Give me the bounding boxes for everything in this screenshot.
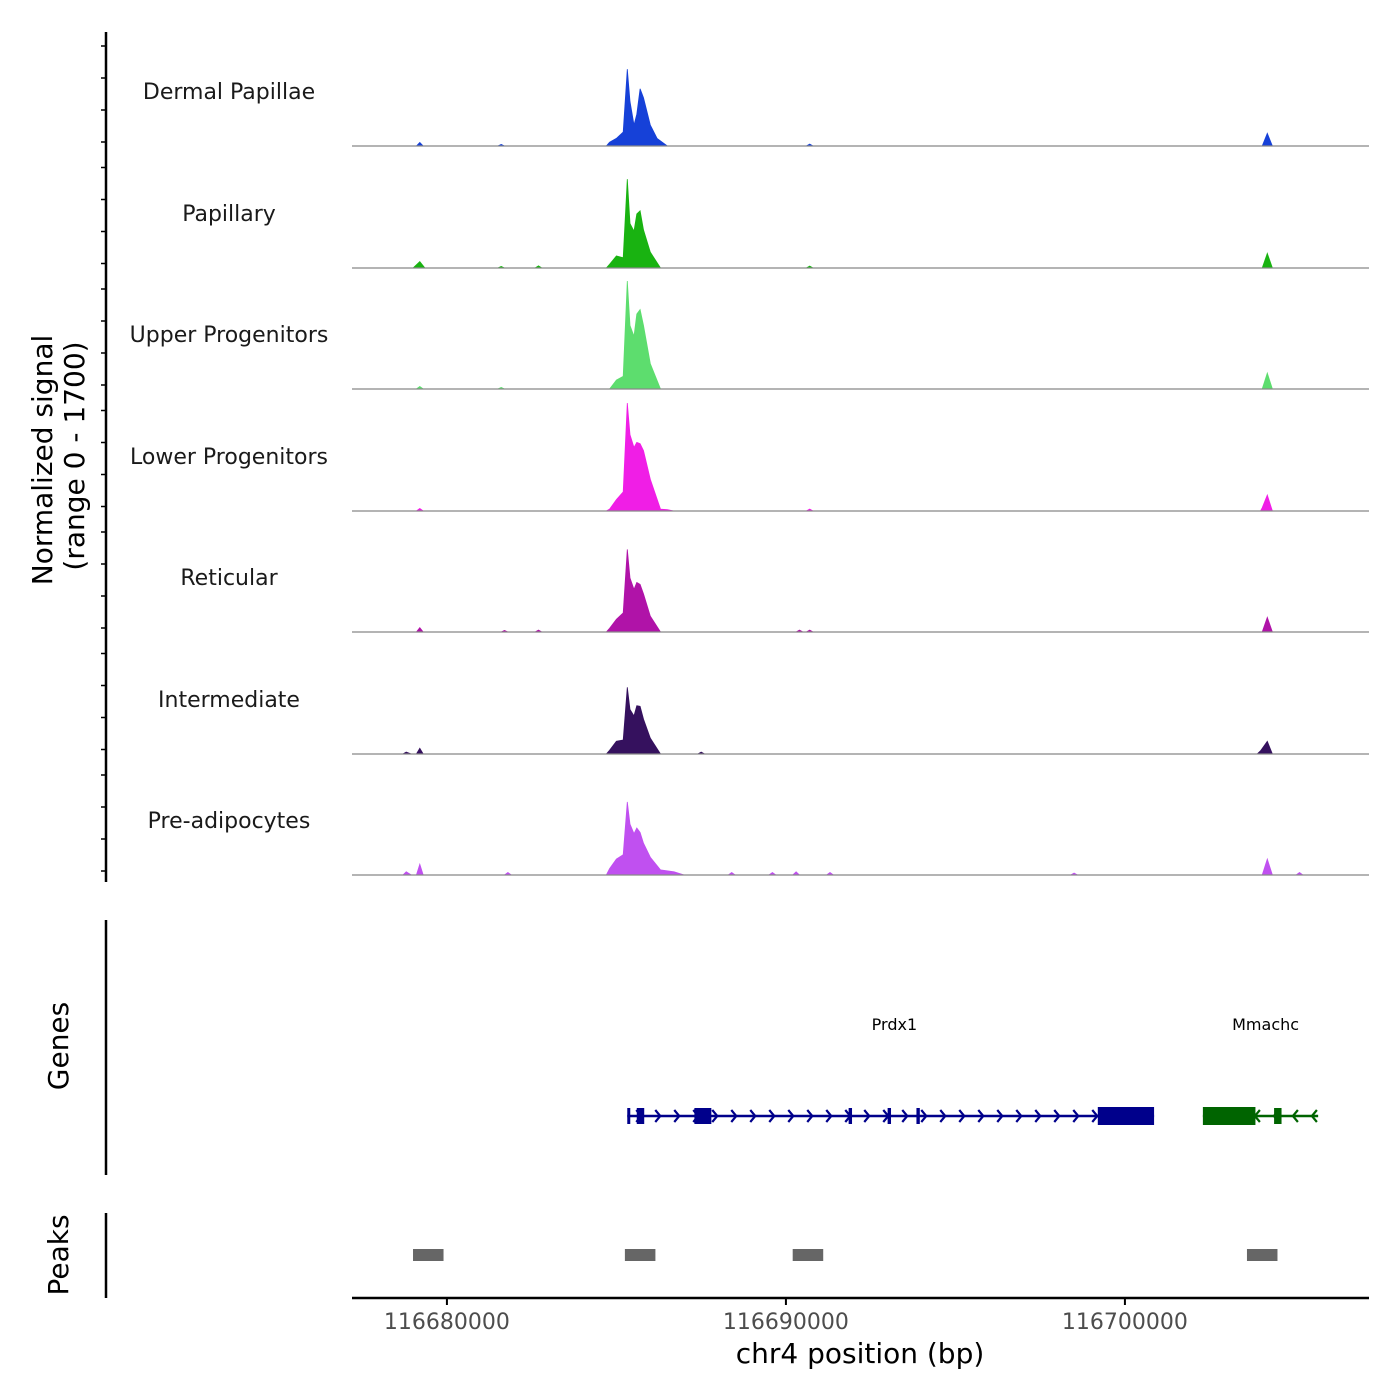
signal-area (352, 280, 1369, 390)
signal-area (352, 402, 1369, 512)
track-label: Upper Progenitors (130, 323, 329, 348)
x-ticks: 116680000 116690000 116700000 (384, 1298, 1188, 1335)
track-reticular: Reticular (180, 549, 1369, 633)
peak (792, 1249, 824, 1261)
x-axis-label: chr4 position (bp) (736, 1337, 985, 1370)
x-tick-label: 116690000 (723, 1310, 849, 1335)
track-dermal-papillae: Dermal Papillae (143, 69, 1369, 147)
track-label: Dermal Papillae (143, 80, 315, 105)
strand-arrow (787, 1109, 795, 1123)
strand-arrow (1015, 1109, 1023, 1123)
strand-arrow (806, 1109, 814, 1123)
signal-area (352, 687, 1369, 755)
track-papillary: Papillary (182, 179, 1369, 269)
signal-area (352, 69, 1369, 147)
track-label: Intermediate (158, 688, 300, 713)
strand-arrow (920, 1109, 928, 1123)
exon (627, 1108, 631, 1124)
x-tick-label: 116680000 (384, 1310, 510, 1335)
exon (694, 1108, 712, 1124)
strand-arrow (654, 1109, 662, 1123)
strand-arrow (768, 1109, 776, 1123)
strand-arrow (1291, 1109, 1299, 1123)
track-upper-progenitors: Upper Progenitors (130, 280, 1369, 390)
signal-y-label-range: (range 0 - 1700) (58, 341, 91, 570)
strand-arrow (1034, 1109, 1042, 1123)
signal-y-ticks (101, 45, 106, 872)
signal-y-axis (101, 32, 108, 882)
gene-mmachc: Mmachc (1202, 1015, 1319, 1125)
strand-arrow (730, 1109, 738, 1123)
genes-track: Prdx1 Mmachc (627, 1015, 1319, 1125)
x-tick-label: 116700000 (1062, 1310, 1188, 1335)
strand-arrow (673, 1109, 681, 1123)
strand-arrow (711, 1109, 719, 1123)
strand-arrow (1310, 1109, 1318, 1123)
track-label: Lower Progenitors (130, 445, 328, 470)
strand-arrow (996, 1109, 1004, 1123)
exon (887, 1108, 892, 1124)
track-pre-adipocytes: Pre-adipocytes (148, 801, 1369, 876)
peak (413, 1249, 444, 1261)
strand-arrow (749, 1109, 757, 1123)
signal-tracks: Dermal Papillae Papillary Upper Progenitor… (130, 69, 1369, 876)
track-intermediate: Intermediate (158, 687, 1369, 755)
strand-arrow (901, 1109, 909, 1123)
track-label: Pre-adipocytes (148, 809, 311, 834)
gene-label: Prdx1 (872, 1015, 917, 1034)
peak (1246, 1249, 1278, 1261)
signal-y-label: Normalized signal (26, 335, 59, 586)
strand-arrow (1091, 1109, 1099, 1123)
peak (624, 1249, 656, 1261)
genes-y-label: Genes (42, 1002, 75, 1090)
strand-arrow (939, 1109, 947, 1123)
strand-arrow (1072, 1109, 1080, 1123)
exon (916, 1108, 920, 1124)
gene-label: Mmachc (1232, 1015, 1299, 1034)
signal-area (352, 801, 1369, 876)
x-axis: 116680000 116690000 116700000 (352, 1296, 1369, 1335)
signal-area (352, 549, 1369, 633)
strand-arrow (958, 1109, 966, 1123)
exon (636, 1108, 645, 1124)
signal-area (352, 179, 1369, 269)
strand-arrow (863, 1109, 871, 1123)
track-label: Reticular (180, 566, 278, 591)
strand-arrow (1053, 1109, 1061, 1123)
exon (1202, 1107, 1256, 1125)
gene-prdx1: Prdx1 (627, 1015, 1155, 1125)
exon (1097, 1107, 1155, 1125)
strand-arrow (825, 1109, 833, 1123)
strand-arrow (977, 1109, 985, 1123)
peaks-track (413, 1249, 1278, 1261)
exon (848, 1108, 853, 1124)
track-lower-progenitors: Lower Progenitors (130, 402, 1369, 512)
exon (1274, 1108, 1282, 1124)
track-label: Papillary (182, 202, 276, 227)
peaks-y-label: Peaks (42, 1214, 75, 1295)
